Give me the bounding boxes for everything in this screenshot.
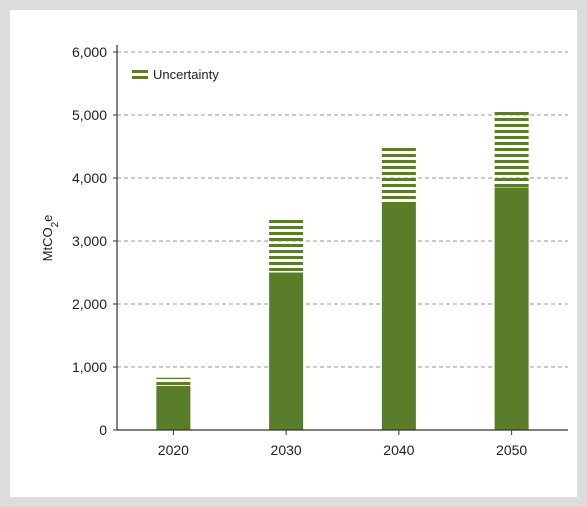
y-tick-label: 5,000 [72,107,107,123]
gridlines [117,51,568,368]
legend-label: Uncertainty [153,67,219,82]
x-axis-ticks: 2020 2030 2040 2050 [158,430,527,458]
uncertainty-bar-2020 [156,377,191,386]
y-axis-ticks: 0 1,000 2,000 3,000 4,000 5,000 6,000 [72,44,117,438]
bar-2020 [156,385,191,430]
x-tick-label: 2040 [383,442,414,458]
y-axis-title: MtCO2e [40,215,61,262]
x-tick-label: 2020 [158,442,189,458]
legend-swatch [132,67,148,82]
uncertainty-bar-2030 [269,218,304,273]
bar-2030 [269,272,304,430]
y-tick-label: 6,000 [72,44,107,60]
chart-panel: 0 1,000 2,000 3,000 4,000 5,000 6,000 2020 2030… [10,10,577,497]
y-tick-label: 1,000 [72,359,107,375]
uncertainty-bar-2040 [381,146,416,202]
x-tick-label: 2050 [496,442,527,458]
y-tick-label: 0 [99,422,107,438]
bar-2040 [381,201,416,430]
uncertainty-bar-2050 [494,110,529,188]
bar-2050 [494,187,529,430]
bar-chart: 0 1,000 2,000 3,000 4,000 5,000 6,000 2020 2030… [40,44,568,458]
bars [156,110,529,430]
y-tick-label: 4,000 [72,170,107,186]
y-tick-label: 3,000 [72,233,107,249]
legend: Uncertainty [132,67,219,82]
y-tick-label: 2,000 [72,296,107,312]
x-tick-label: 2030 [271,442,302,458]
